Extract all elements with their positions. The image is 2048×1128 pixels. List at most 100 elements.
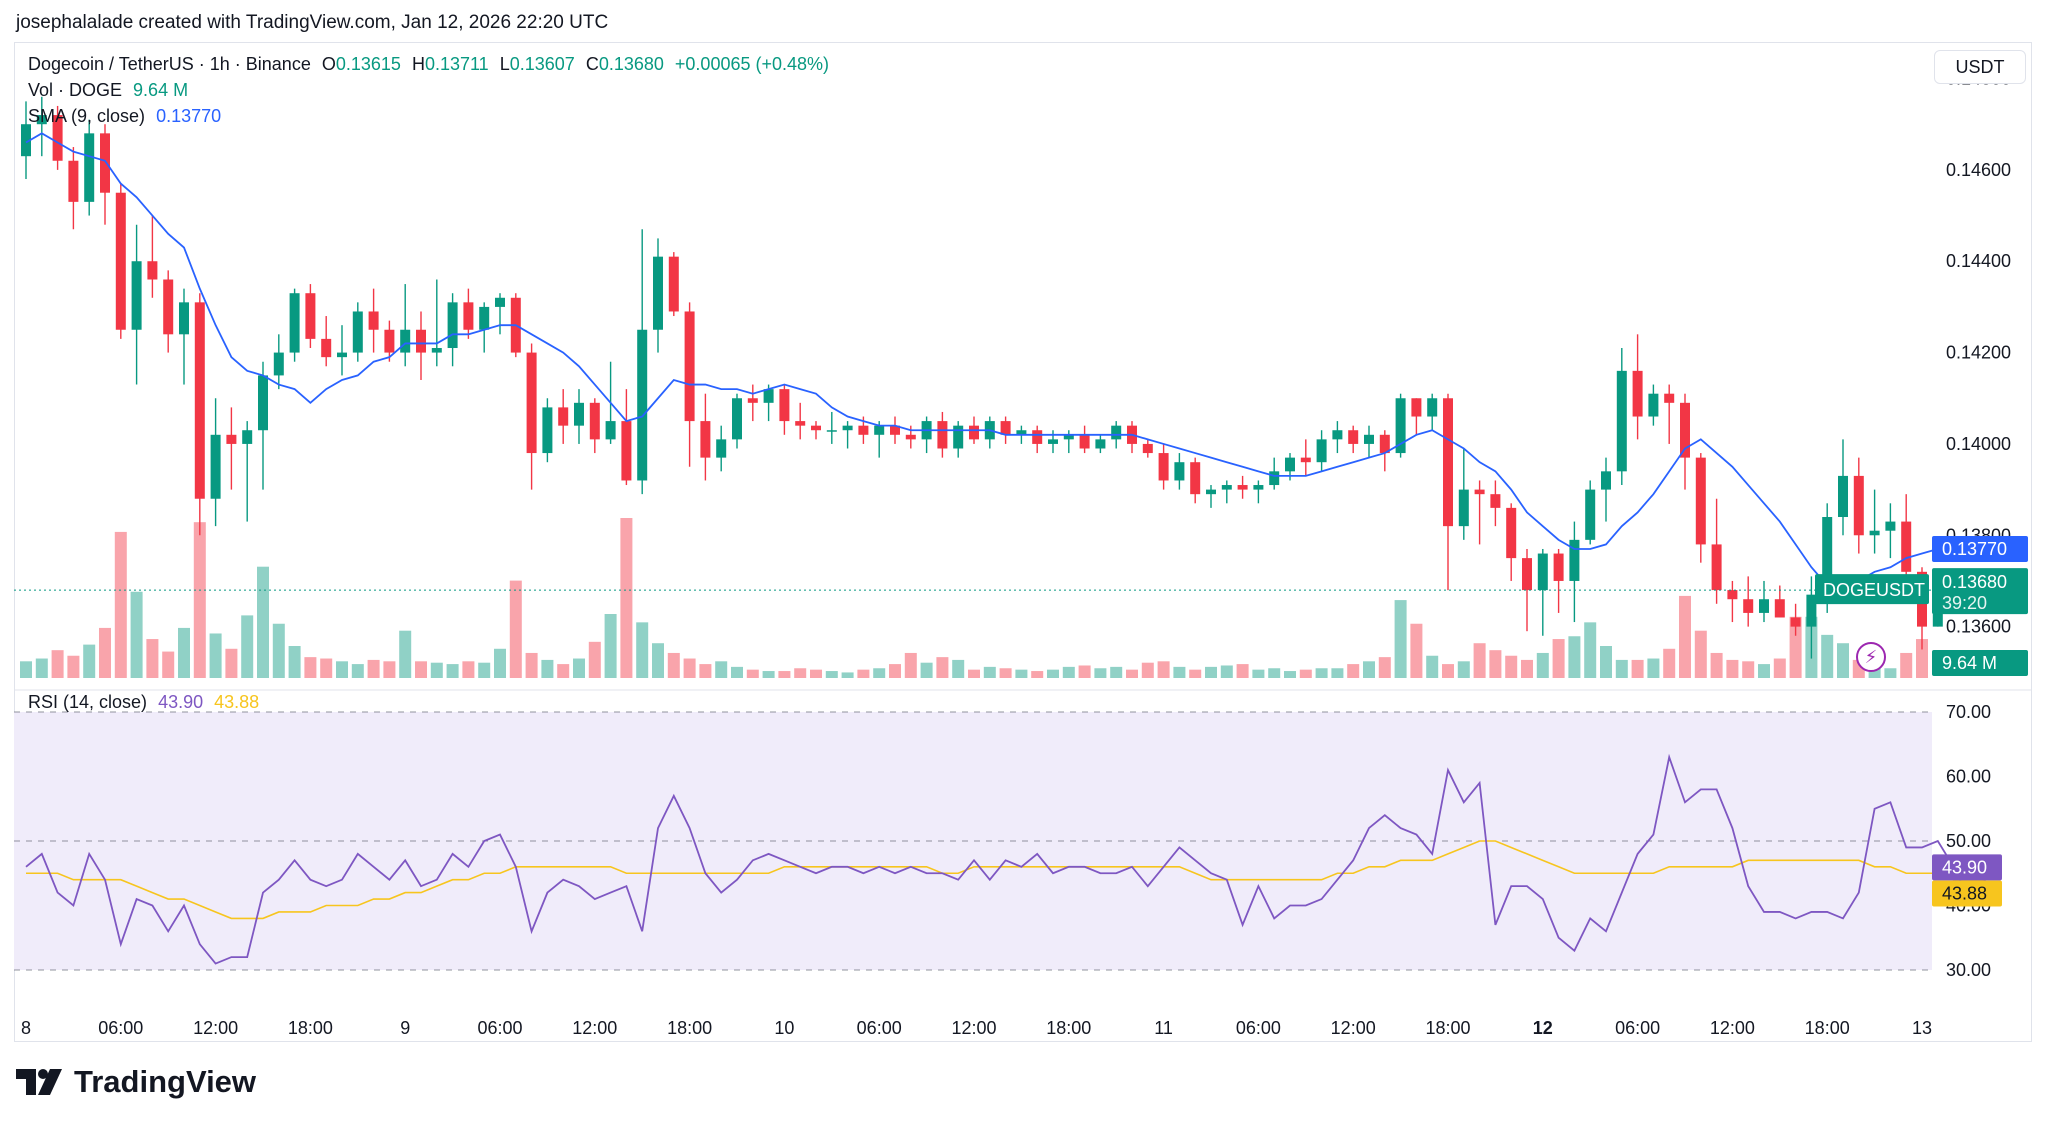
candle-body — [858, 425, 869, 435]
candle — [1632, 334, 1643, 440]
chart-canvas[interactable]: 0.148000.146000.144000.142000.140000.138… — [0, 0, 2048, 1060]
candle-body — [1790, 617, 1801, 627]
volume-bar — [1489, 650, 1502, 678]
candle — [1838, 439, 1848, 536]
candle — [763, 384, 774, 422]
candle-body — [1506, 507, 1517, 559]
candle — [447, 293, 458, 367]
lightning-icon[interactable]: ⚡ — [1856, 642, 1886, 672]
legend-rsi-ma-value: 43.88 — [214, 692, 260, 712]
candle-body — [621, 421, 632, 481]
candle-body — [100, 133, 110, 193]
candle — [558, 389, 569, 444]
candle-body — [1332, 430, 1343, 440]
candle — [194, 293, 205, 536]
candle — [431, 279, 442, 367]
candle — [668, 252, 679, 317]
volume-bar — [636, 622, 649, 678]
currency-button[interactable]: USDT — [1934, 50, 2026, 84]
candle-body — [1269, 471, 1280, 486]
volume-bar — [573, 658, 585, 678]
volume-bar — [1031, 671, 1044, 678]
candle — [1364, 425, 1374, 458]
volume-bar — [1900, 652, 1913, 678]
volume-bar — [1536, 652, 1549, 678]
candle — [842, 421, 853, 449]
candle-body — [542, 407, 553, 454]
volume-bar — [99, 627, 111, 678]
candle-body — [1237, 485, 1248, 490]
volume-bar — [778, 671, 791, 678]
candle — [1869, 489, 1880, 554]
candle — [242, 421, 253, 522]
candle-body — [147, 261, 158, 280]
candle — [1711, 498, 1722, 604]
candle — [621, 389, 632, 486]
volume-bar — [1631, 659, 1644, 678]
candle-body — [337, 352, 347, 358]
volume-bar — [841, 672, 854, 678]
volume-bar — [415, 661, 427, 678]
tradingview-logo-text: TradingView — [74, 1064, 257, 1099]
candle — [226, 407, 237, 490]
volume-bar — [1252, 669, 1265, 678]
candle — [1774, 585, 1785, 618]
volume-bar — [1284, 671, 1296, 678]
candle-body — [1648, 393, 1659, 417]
legend-sma-value: 0.13770 — [156, 106, 222, 126]
volume-bar — [430, 662, 443, 678]
candle-body — [194, 302, 205, 499]
volume-bar — [825, 671, 838, 678]
volume-bar — [1584, 622, 1597, 678]
legend-sma-label: SMA (9, close) — [28, 106, 146, 126]
volume-bar — [146, 639, 159, 678]
volume-bar — [241, 615, 254, 678]
candle-body — [289, 293, 300, 353]
sma-price-badge: 0.13770 — [1942, 539, 2007, 559]
volume-bar — [1710, 652, 1723, 678]
candle-body — [874, 425, 885, 435]
candle-body — [226, 434, 237, 444]
candle-body — [210, 434, 221, 499]
legend-rsi-value: 43.90 — [158, 692, 204, 712]
volume-bar — [541, 659, 554, 678]
candle — [1316, 430, 1327, 472]
candle-body — [1221, 485, 1232, 490]
volume-bar — [1220, 665, 1233, 678]
candle-body — [305, 293, 316, 339]
candle-body — [1395, 398, 1406, 454]
candle — [1806, 576, 1817, 659]
volume-bar — [1773, 658, 1786, 678]
legend-high-label: H — [411, 54, 425, 74]
volume-bar — [1742, 661, 1755, 678]
candle-body — [779, 389, 790, 422]
candle — [526, 343, 537, 490]
volume-bar — [1521, 659, 1533, 678]
volume-bar — [604, 614, 617, 678]
candle — [479, 302, 490, 353]
candle-body — [1727, 590, 1738, 600]
legend-high: 0.13711 — [424, 54, 489, 74]
volume-bar — [889, 664, 901, 678]
rsi-ma-badge-bg — [1932, 880, 2002, 907]
volume-bar — [304, 657, 317, 678]
candle-body — [1158, 453, 1169, 481]
candle — [115, 183, 126, 339]
candle — [1727, 580, 1738, 623]
candle-body — [273, 352, 284, 376]
time-tick-label: 12:00 — [572, 1018, 617, 1038]
candle-body — [653, 256, 663, 330]
candle — [1522, 548, 1532, 632]
legend-symbol: Dogecoin / TetherUS · 1h · Binance — [28, 54, 311, 74]
candle — [1127, 421, 1137, 454]
volume-bar — [936, 657, 949, 678]
candle-body — [937, 421, 948, 449]
time-tick-label: 06:00 — [857, 1018, 902, 1038]
time-tick-label: 06:00 — [1236, 1018, 1281, 1038]
candle — [131, 224, 142, 385]
candle-body — [1632, 370, 1643, 417]
candle — [352, 302, 363, 362]
candle-body — [1427, 398, 1438, 417]
rsi-tick-label: 50.00 — [1946, 831, 1991, 851]
candle-body — [1111, 425, 1122, 440]
